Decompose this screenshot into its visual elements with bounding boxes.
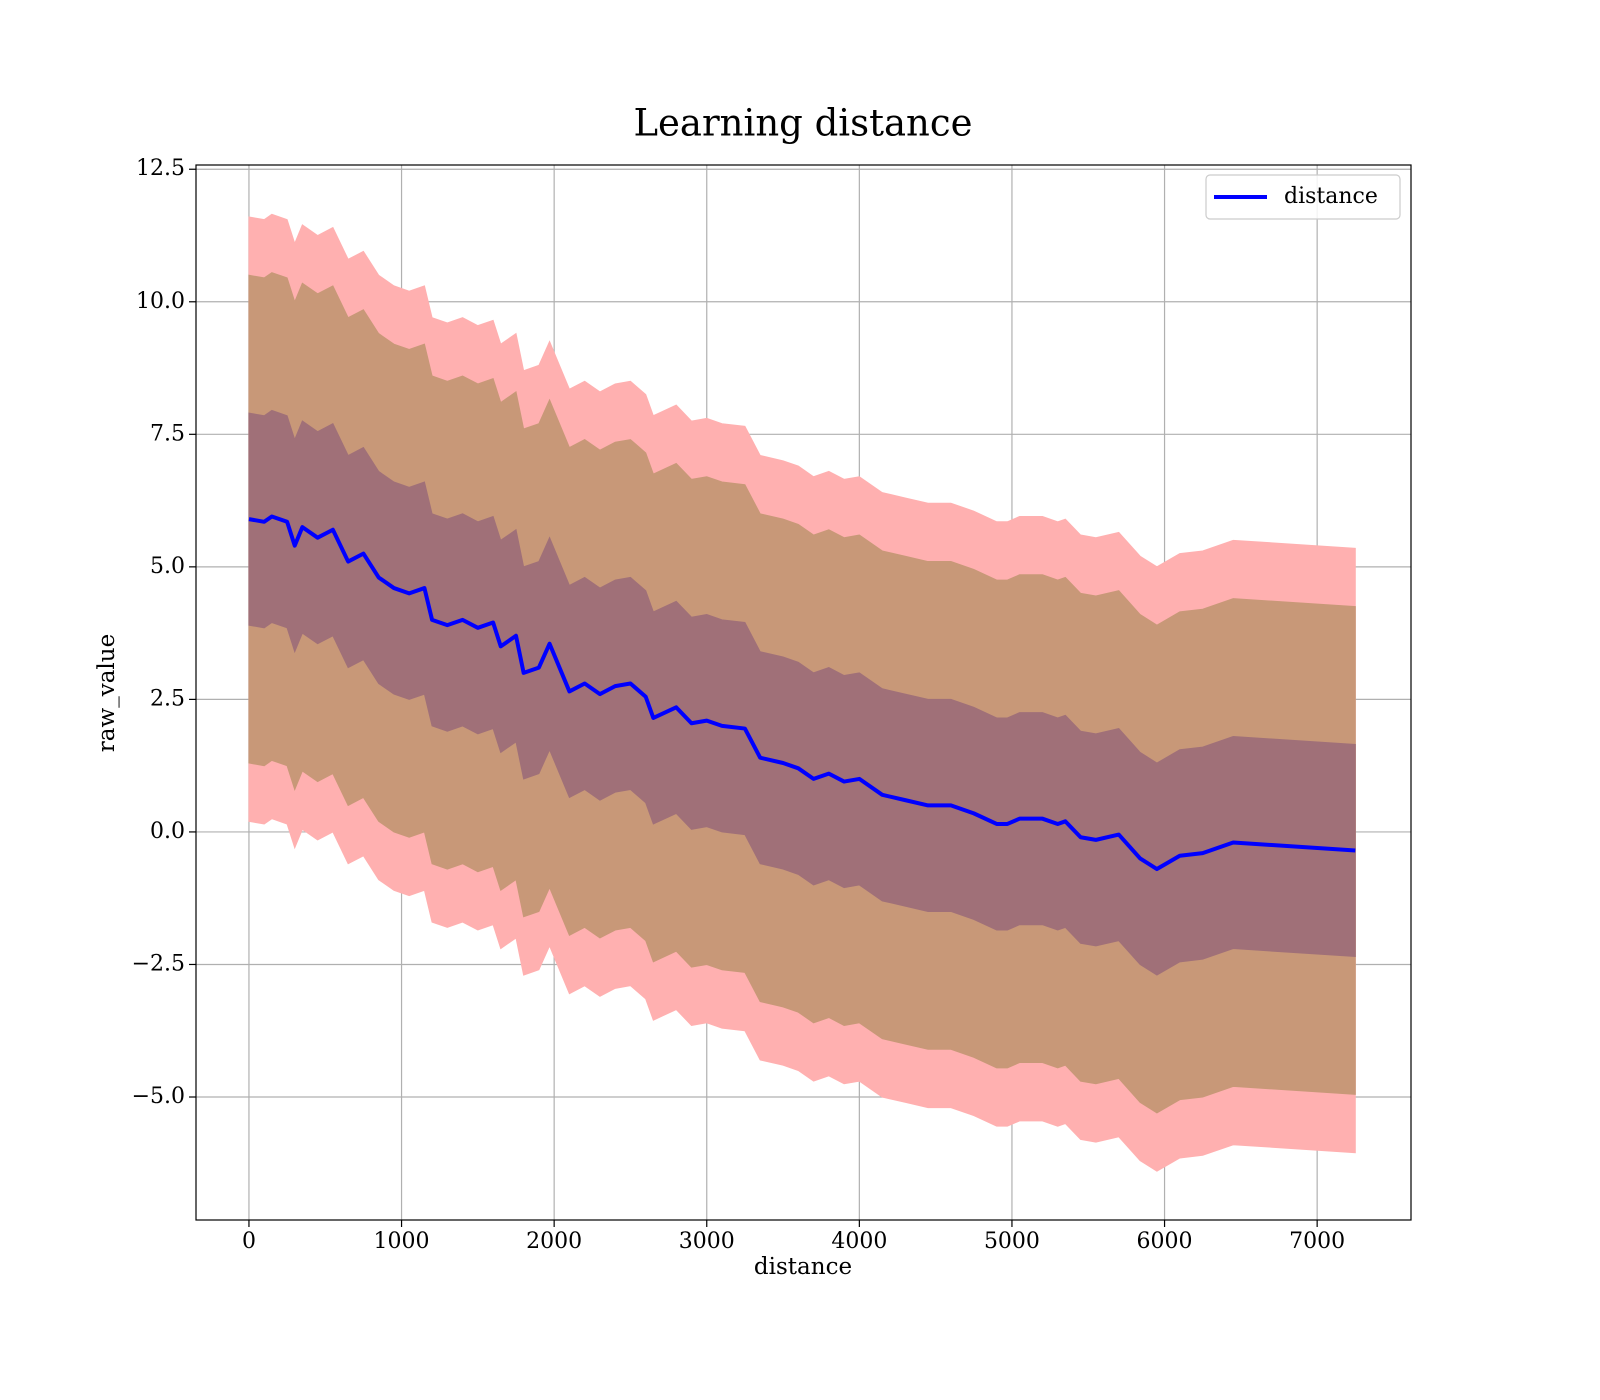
line (248, 514, 1356, 872)
y-tick-label: 12.5 (136, 156, 185, 181)
x-tick-label: 0 (242, 1229, 256, 1254)
x-tick-label: 3000 (679, 1229, 735, 1254)
x-tick-label: 7000 (1289, 1229, 1345, 1254)
y-tick-label: 10.0 (136, 289, 185, 314)
x-tick-label: 4000 (831, 1229, 887, 1254)
x-tick-label: 1000 (374, 1229, 430, 1254)
y-tick-label: 7.5 (150, 421, 185, 446)
y-axis-label: raw_value (94, 634, 120, 752)
legend-box (1205, 174, 1401, 220)
legend-label: distance (1284, 184, 1378, 209)
x-tick-label: 6000 (1137, 1229, 1193, 1254)
chart-title: Learning distance (633, 102, 972, 145)
y-tick-label: 5.0 (150, 554, 185, 579)
y-tick-label: −5.0 (132, 1084, 185, 1109)
plot-area (248, 213, 1356, 1172)
y-tick-label: −2.5 (132, 951, 185, 976)
x-tick-label: 5000 (984, 1229, 1040, 1254)
x-axis-label: distance (754, 1254, 852, 1280)
y-tick-label: 0.0 (150, 819, 185, 844)
x-tick-label: 2000 (526, 1229, 582, 1254)
axes-frame (195, 164, 1412, 1221)
y-tick-label: 2.5 (150, 686, 185, 711)
